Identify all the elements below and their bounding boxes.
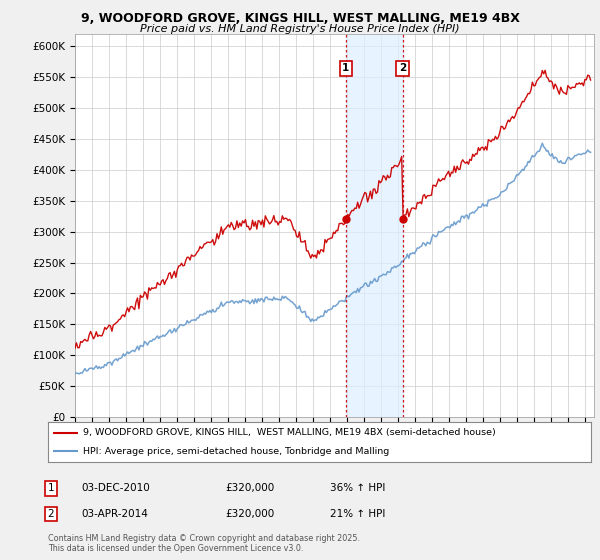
Text: Contains HM Land Registry data © Crown copyright and database right 2025.
This d: Contains HM Land Registry data © Crown c… bbox=[48, 534, 360, 553]
Text: 21% ↑ HPI: 21% ↑ HPI bbox=[330, 509, 385, 519]
Text: 1: 1 bbox=[47, 483, 55, 493]
Text: 9, WOODFORD GROVE, KINGS HILL, WEST MALLING, ME19 4BX: 9, WOODFORD GROVE, KINGS HILL, WEST MALL… bbox=[80, 12, 520, 25]
Text: 2: 2 bbox=[47, 509, 55, 519]
Text: Price paid vs. HM Land Registry's House Price Index (HPI): Price paid vs. HM Land Registry's House … bbox=[140, 24, 460, 34]
Text: 9, WOODFORD GROVE, KINGS HILL,  WEST MALLING, ME19 4BX (semi-detached house): 9, WOODFORD GROVE, KINGS HILL, WEST MALL… bbox=[83, 428, 496, 437]
Text: 1: 1 bbox=[342, 63, 349, 73]
Text: 2: 2 bbox=[399, 63, 406, 73]
Text: £320,000: £320,000 bbox=[225, 509, 274, 519]
Text: £320,000: £320,000 bbox=[225, 483, 274, 493]
Text: 36% ↑ HPI: 36% ↑ HPI bbox=[330, 483, 385, 493]
Text: HPI: Average price, semi-detached house, Tonbridge and Malling: HPI: Average price, semi-detached house,… bbox=[83, 447, 389, 456]
Bar bbox=[346, 34, 403, 417]
Text: 03-APR-2014: 03-APR-2014 bbox=[81, 509, 148, 519]
Text: 03-DEC-2010: 03-DEC-2010 bbox=[81, 483, 150, 493]
